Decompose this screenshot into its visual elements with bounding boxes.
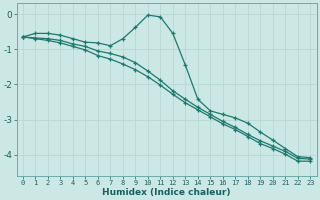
X-axis label: Humidex (Indice chaleur): Humidex (Indice chaleur): [102, 188, 231, 197]
